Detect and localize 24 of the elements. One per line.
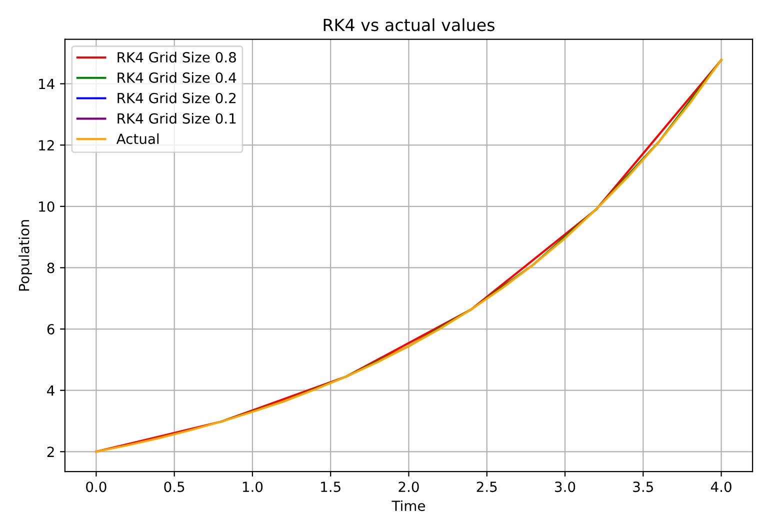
x-tick-label: 3.0 bbox=[555, 482, 576, 492]
legend-label: RK4 Grid Size 0.8 bbox=[118, 52, 236, 63]
y-tick-label: 6 bbox=[47, 324, 54, 335]
legend-label: RK4 Grid Size 0.2 bbox=[118, 92, 236, 104]
y-tick-label: 2 bbox=[47, 446, 54, 457]
x-tick-label: 1.0 bbox=[242, 482, 263, 492]
x-tick-label: 0.0 bbox=[86, 482, 106, 492]
legend-label: RK4 Grid Size 0.4 bbox=[118, 72, 236, 83]
y-tick-label: 12 bbox=[39, 140, 54, 150]
x-axis-title: Time bbox=[392, 500, 425, 512]
y-tick-label: 10 bbox=[39, 201, 54, 212]
y-tick-label: 4 bbox=[47, 386, 54, 396]
x-tick-label: 1.5 bbox=[321, 482, 340, 492]
x-tick-label: 2.0 bbox=[398, 482, 419, 492]
y-tick-label: 14 bbox=[39, 78, 54, 90]
y-tick-label: 8 bbox=[47, 262, 54, 274]
chart-title: RK4 vs actual values bbox=[324, 18, 494, 32]
legend-label: Actual bbox=[116, 133, 159, 144]
x-tick-label: 3.5 bbox=[633, 482, 653, 492]
x-tick-label: 2.5 bbox=[476, 482, 497, 492]
x-tick-label: 0.5 bbox=[164, 482, 184, 492]
legend-label: RK4 Grid Size 0.1 bbox=[118, 112, 236, 124]
x-tick-label: 4.0 bbox=[710, 482, 732, 492]
y-axis-title: Population bbox=[18, 220, 32, 291]
